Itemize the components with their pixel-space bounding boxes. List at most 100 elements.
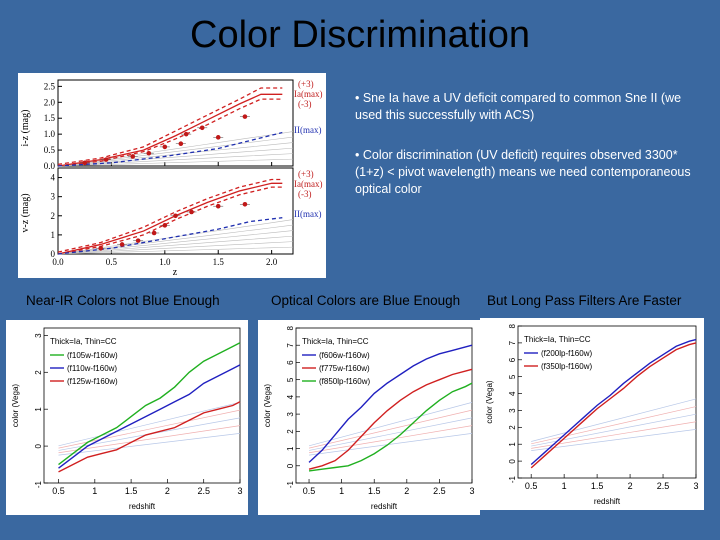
chart2-xtick-label: 2: [628, 481, 633, 491]
upper-ytick-label: 1.0: [44, 129, 56, 139]
chart0-xtick-label: 1: [92, 486, 97, 496]
chart2-legend-entry: (f350lp-f160w): [541, 362, 592, 371]
upper-data-point: [82, 160, 88, 166]
lower-ytick-label: 0: [51, 249, 56, 259]
upper-data-point: [130, 154, 136, 159]
chart2-xtick-label: 3: [693, 481, 698, 491]
chart1-ytick-label: -1: [286, 480, 295, 488]
chart1-ytick-label: 1: [286, 446, 295, 451]
caption-near-ir: Near-IR Colors not Blue Enough: [26, 293, 220, 308]
chart2-xlabel: redshift: [594, 497, 621, 506]
chart0-series-2: [58, 401, 241, 473]
chart0-legend-entry: (f125w-f160w): [67, 377, 118, 386]
upper-ylabel: i-z (mag): [20, 110, 31, 147]
chart0-xtick-label: 2.5: [197, 486, 210, 496]
lower-data-point: [98, 245, 104, 251]
chart1-ytick-label: 5: [286, 377, 295, 382]
chart0-xtick-label: 2: [165, 486, 170, 496]
chart2-ylabel: color (Vega): [485, 380, 494, 423]
upper-ytick-label: 2.0: [44, 97, 56, 107]
chart2-legend-entry: (f200lp-f160w): [541, 349, 592, 358]
upper-data-point: [103, 157, 109, 162]
chart1-xtick-label: 3: [469, 486, 474, 496]
lower-xtick-label: 0.5: [106, 257, 118, 267]
upper-data-point: [162, 144, 168, 150]
chart0-ytick-label: 3: [34, 333, 43, 338]
chart-long-pass-panel: -1 0 1 2 3 4 5 6 7 8 0.5 1 1.5 2 2.5 3 redshift color (Ve…: [480, 318, 704, 510]
lower-data-point: [215, 203, 221, 209]
lower-guide-line: [57, 235, 294, 255]
chart2-ytick-label: 6: [508, 357, 517, 362]
chart1-cc-line: [308, 417, 473, 451]
upper-guide-line: [57, 158, 294, 167]
chart0-ytick-label: 1: [34, 407, 43, 412]
chart2-ytick-label: 0: [508, 459, 517, 464]
lower-data-point: [173, 213, 178, 219]
lower-xtick-label: 1.0: [159, 257, 171, 267]
lower-guide-line: [57, 230, 294, 255]
lower-label-iimax: II(max): [294, 209, 321, 219]
chart1-legend-entry: (f606w-f160w): [319, 351, 370, 360]
chart2-series-0: [530, 338, 697, 466]
upper-label-iimax: II(max): [294, 125, 321, 135]
chart1-cc-line: [308, 402, 473, 447]
chart2-cc-line: [531, 398, 697, 442]
upper-guide-line: [57, 147, 294, 167]
chart2-xtick-label: 1: [562, 481, 567, 491]
upper-panel-frame: [57, 79, 294, 167]
lower-data-point: [162, 223, 168, 228]
lower-data-point: [135, 238, 141, 243]
chart1-ytick-label: 0: [286, 463, 295, 468]
chart1-ytick-label: 4: [286, 394, 295, 399]
chart1-ytick-label: 8: [286, 325, 295, 330]
upper-series-0: [57, 87, 283, 166]
upper-ytick-label: 0.0: [44, 161, 56, 171]
upper-label-minus3: (-3): [298, 99, 312, 109]
chart0-legend-note: Thick=Ia, Thin=CC: [50, 337, 117, 346]
chart1-frame: [295, 327, 473, 484]
chart0-ytick-label: -1: [34, 480, 43, 488]
lower-label-iamax: Ia(max): [294, 179, 322, 189]
chart0-cc-line: [58, 409, 241, 449]
chart2-ytick-label: 5: [508, 374, 517, 379]
upper-series-1: [57, 93, 283, 167]
caption-optical: Optical Colors are Blue Enough: [271, 293, 461, 308]
chart1-ytick-label: 2: [286, 429, 295, 434]
chart0-legend-entry: (f110w-f160w): [67, 364, 117, 373]
top-figure: 0.0 0.5 1.0 1.5 2.0 2.5 0 1 2 3 4 0.0 0.5 1.0 1.5 2.0 …: [18, 73, 326, 278]
chart-optical-panel: -1 0 1 2 3 4 5 6 7 8 0.5 1 1.5 2 2.5 3 redshift color (Ve…: [258, 320, 480, 515]
lower-label-plus3: (+3): [298, 169, 314, 179]
lower-data-point: [242, 202, 248, 207]
lower-guide-line: [57, 246, 294, 255]
chart2-ytick-label: 3: [508, 408, 517, 413]
upper-guide-line: [57, 136, 294, 167]
chart1-legend-note: Thick=Ia, Thin=CC: [302, 337, 369, 346]
lower-data-point: [119, 242, 125, 247]
chart1-xtick-label: 0.5: [303, 486, 316, 496]
chart-near-ir: -1 0 1 2 3 0.5 1 1.5 2 2.5 3 redshift color (Vega) Th…: [11, 327, 243, 511]
chart0-xtick-label: 3: [237, 486, 242, 496]
lower-ytick-label: 4: [51, 173, 56, 183]
chart1-xtick-label: 2: [404, 486, 409, 496]
chart0-cc-line: [58, 402, 241, 447]
upper-data-point: [215, 135, 221, 140]
chart2-legend-note: Thick=Ia, Thin=CC: [524, 335, 591, 344]
chart2-ytick-label: 4: [508, 391, 517, 396]
chart1-xtick-label: 1: [339, 486, 344, 496]
chart2-cc-line: [531, 429, 697, 451]
chart0-legend-entry: (f105w-f160w): [67, 351, 118, 360]
chart0-series-1: [58, 364, 241, 469]
chart1-series-0: [308, 344, 473, 463]
chart2-ytick-label: 8: [508, 323, 517, 328]
chart0-xtick-label: 0.5: [52, 486, 65, 496]
chart0-cc-line: [58, 433, 241, 456]
upper-label-iamax: Ia(max): [294, 89, 322, 99]
lower-ylabel: v-z (mag): [20, 193, 31, 232]
chart0-ytick-label: 0: [34, 444, 43, 449]
chart1-legend-entry: (f850lp-f160w): [319, 377, 370, 386]
chart2-cc-line: [531, 406, 697, 445]
upper-data-point: [178, 141, 184, 147]
lower-guide-line: [57, 241, 294, 255]
chart0-ylabel: color (Vega): [11, 384, 20, 427]
chart1-cc-line: [308, 409, 473, 449]
